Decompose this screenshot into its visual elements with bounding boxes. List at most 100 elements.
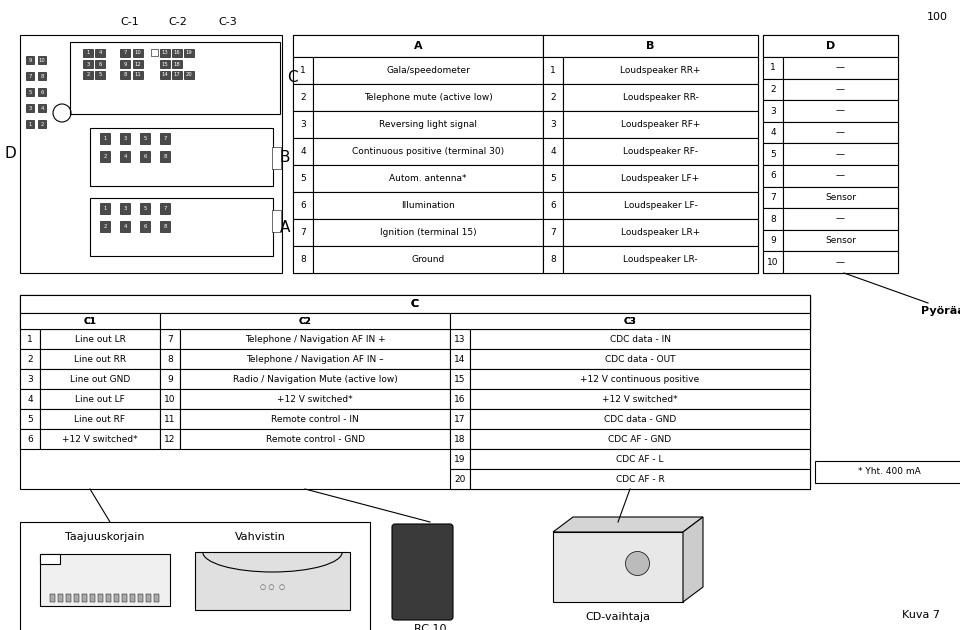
Text: CDC data - GND: CDC data - GND bbox=[604, 415, 676, 423]
Text: 3: 3 bbox=[550, 120, 556, 129]
Text: C3: C3 bbox=[624, 316, 636, 326]
Text: 4: 4 bbox=[123, 154, 127, 159]
Bar bbox=[450, 409, 470, 429]
Bar bbox=[26, 72, 34, 80]
Bar bbox=[815, 461, 960, 483]
Bar bbox=[450, 313, 810, 329]
Bar bbox=[293, 246, 313, 273]
Circle shape bbox=[626, 551, 650, 575]
Text: CDC AF - L: CDC AF - L bbox=[616, 454, 663, 464]
Bar bbox=[563, 219, 758, 246]
Text: 2: 2 bbox=[104, 154, 107, 159]
Text: B: B bbox=[646, 41, 655, 51]
Bar bbox=[20, 369, 40, 389]
Polygon shape bbox=[683, 517, 703, 602]
Bar bbox=[58, 594, 63, 602]
Text: Loudspeaker LF-: Loudspeaker LF- bbox=[624, 201, 697, 210]
Bar bbox=[40, 554, 60, 564]
Text: Loudspeaker RR+: Loudspeaker RR+ bbox=[620, 66, 701, 75]
Text: 15: 15 bbox=[161, 62, 168, 67]
Text: 2: 2 bbox=[770, 85, 776, 94]
Bar bbox=[293, 57, 313, 84]
Bar bbox=[293, 35, 543, 57]
Bar bbox=[543, 246, 563, 273]
Text: C1: C1 bbox=[84, 316, 96, 326]
Bar bbox=[83, 71, 93, 79]
Bar bbox=[160, 49, 170, 57]
Bar bbox=[763, 79, 783, 100]
Text: 13: 13 bbox=[454, 335, 466, 343]
Text: —: — bbox=[836, 150, 845, 159]
Bar bbox=[783, 251, 898, 273]
Text: 1: 1 bbox=[86, 50, 89, 55]
Bar bbox=[20, 295, 810, 313]
Text: A: A bbox=[279, 219, 290, 234]
Bar bbox=[90, 198, 273, 256]
Text: C2: C2 bbox=[299, 316, 311, 326]
Text: —: — bbox=[836, 85, 845, 94]
Bar bbox=[130, 594, 135, 602]
Bar bbox=[133, 71, 143, 79]
Text: 12: 12 bbox=[134, 62, 141, 67]
Bar bbox=[20, 313, 160, 329]
Text: +12 V continuous positive: +12 V continuous positive bbox=[581, 374, 700, 384]
Bar bbox=[40, 349, 160, 369]
Bar bbox=[553, 532, 683, 602]
Text: ○ ○  ○: ○ ○ ○ bbox=[260, 584, 285, 590]
Text: 7: 7 bbox=[300, 228, 306, 237]
Bar bbox=[133, 60, 143, 68]
Bar bbox=[146, 594, 151, 602]
Text: —: — bbox=[836, 171, 845, 180]
Bar bbox=[26, 120, 34, 128]
Bar bbox=[26, 104, 34, 112]
Bar bbox=[543, 84, 563, 111]
Bar bbox=[154, 594, 159, 602]
Text: Loudspeaker RF+: Loudspeaker RF+ bbox=[621, 120, 700, 129]
Bar bbox=[783, 208, 898, 230]
Bar bbox=[70, 42, 280, 114]
Text: 10: 10 bbox=[164, 394, 176, 403]
Text: Ground: Ground bbox=[412, 255, 444, 264]
Text: Reversing light signal: Reversing light signal bbox=[379, 120, 477, 129]
Text: 8: 8 bbox=[770, 214, 776, 224]
Bar bbox=[20, 295, 810, 313]
Bar bbox=[450, 429, 470, 449]
Bar bbox=[313, 165, 543, 192]
Text: 8: 8 bbox=[167, 355, 173, 364]
Text: Pyöräanturi: Pyöräanturi bbox=[921, 306, 960, 316]
Bar bbox=[160, 220, 170, 231]
Bar bbox=[470, 429, 810, 449]
Bar bbox=[450, 369, 470, 389]
Bar bbox=[120, 49, 130, 57]
Text: —: — bbox=[836, 106, 845, 115]
Text: 4: 4 bbox=[300, 147, 306, 156]
Text: C-2: C-2 bbox=[169, 17, 187, 27]
Bar bbox=[313, 57, 543, 84]
Bar bbox=[160, 389, 180, 409]
Text: 4: 4 bbox=[40, 105, 44, 110]
Text: 4: 4 bbox=[550, 147, 556, 156]
Bar bbox=[293, 192, 313, 219]
Text: 5: 5 bbox=[770, 150, 776, 159]
Bar bbox=[180, 349, 450, 369]
Bar bbox=[450, 329, 470, 349]
Text: 7: 7 bbox=[123, 50, 127, 55]
Text: 7: 7 bbox=[163, 205, 167, 210]
Bar bbox=[293, 219, 313, 246]
Bar bbox=[172, 60, 182, 68]
Bar bbox=[293, 35, 543, 273]
Bar bbox=[543, 35, 758, 57]
Text: 6: 6 bbox=[143, 224, 147, 229]
Text: 19: 19 bbox=[185, 50, 192, 55]
Bar bbox=[470, 469, 810, 489]
Bar bbox=[140, 220, 150, 231]
Text: Line out GND: Line out GND bbox=[70, 374, 131, 384]
Bar bbox=[40, 409, 160, 429]
Text: 6: 6 bbox=[27, 435, 33, 444]
Bar bbox=[20, 329, 40, 349]
Bar bbox=[543, 111, 563, 138]
Bar bbox=[40, 429, 160, 449]
Bar bbox=[26, 88, 34, 96]
Bar bbox=[160, 409, 180, 429]
Bar bbox=[40, 554, 170, 606]
